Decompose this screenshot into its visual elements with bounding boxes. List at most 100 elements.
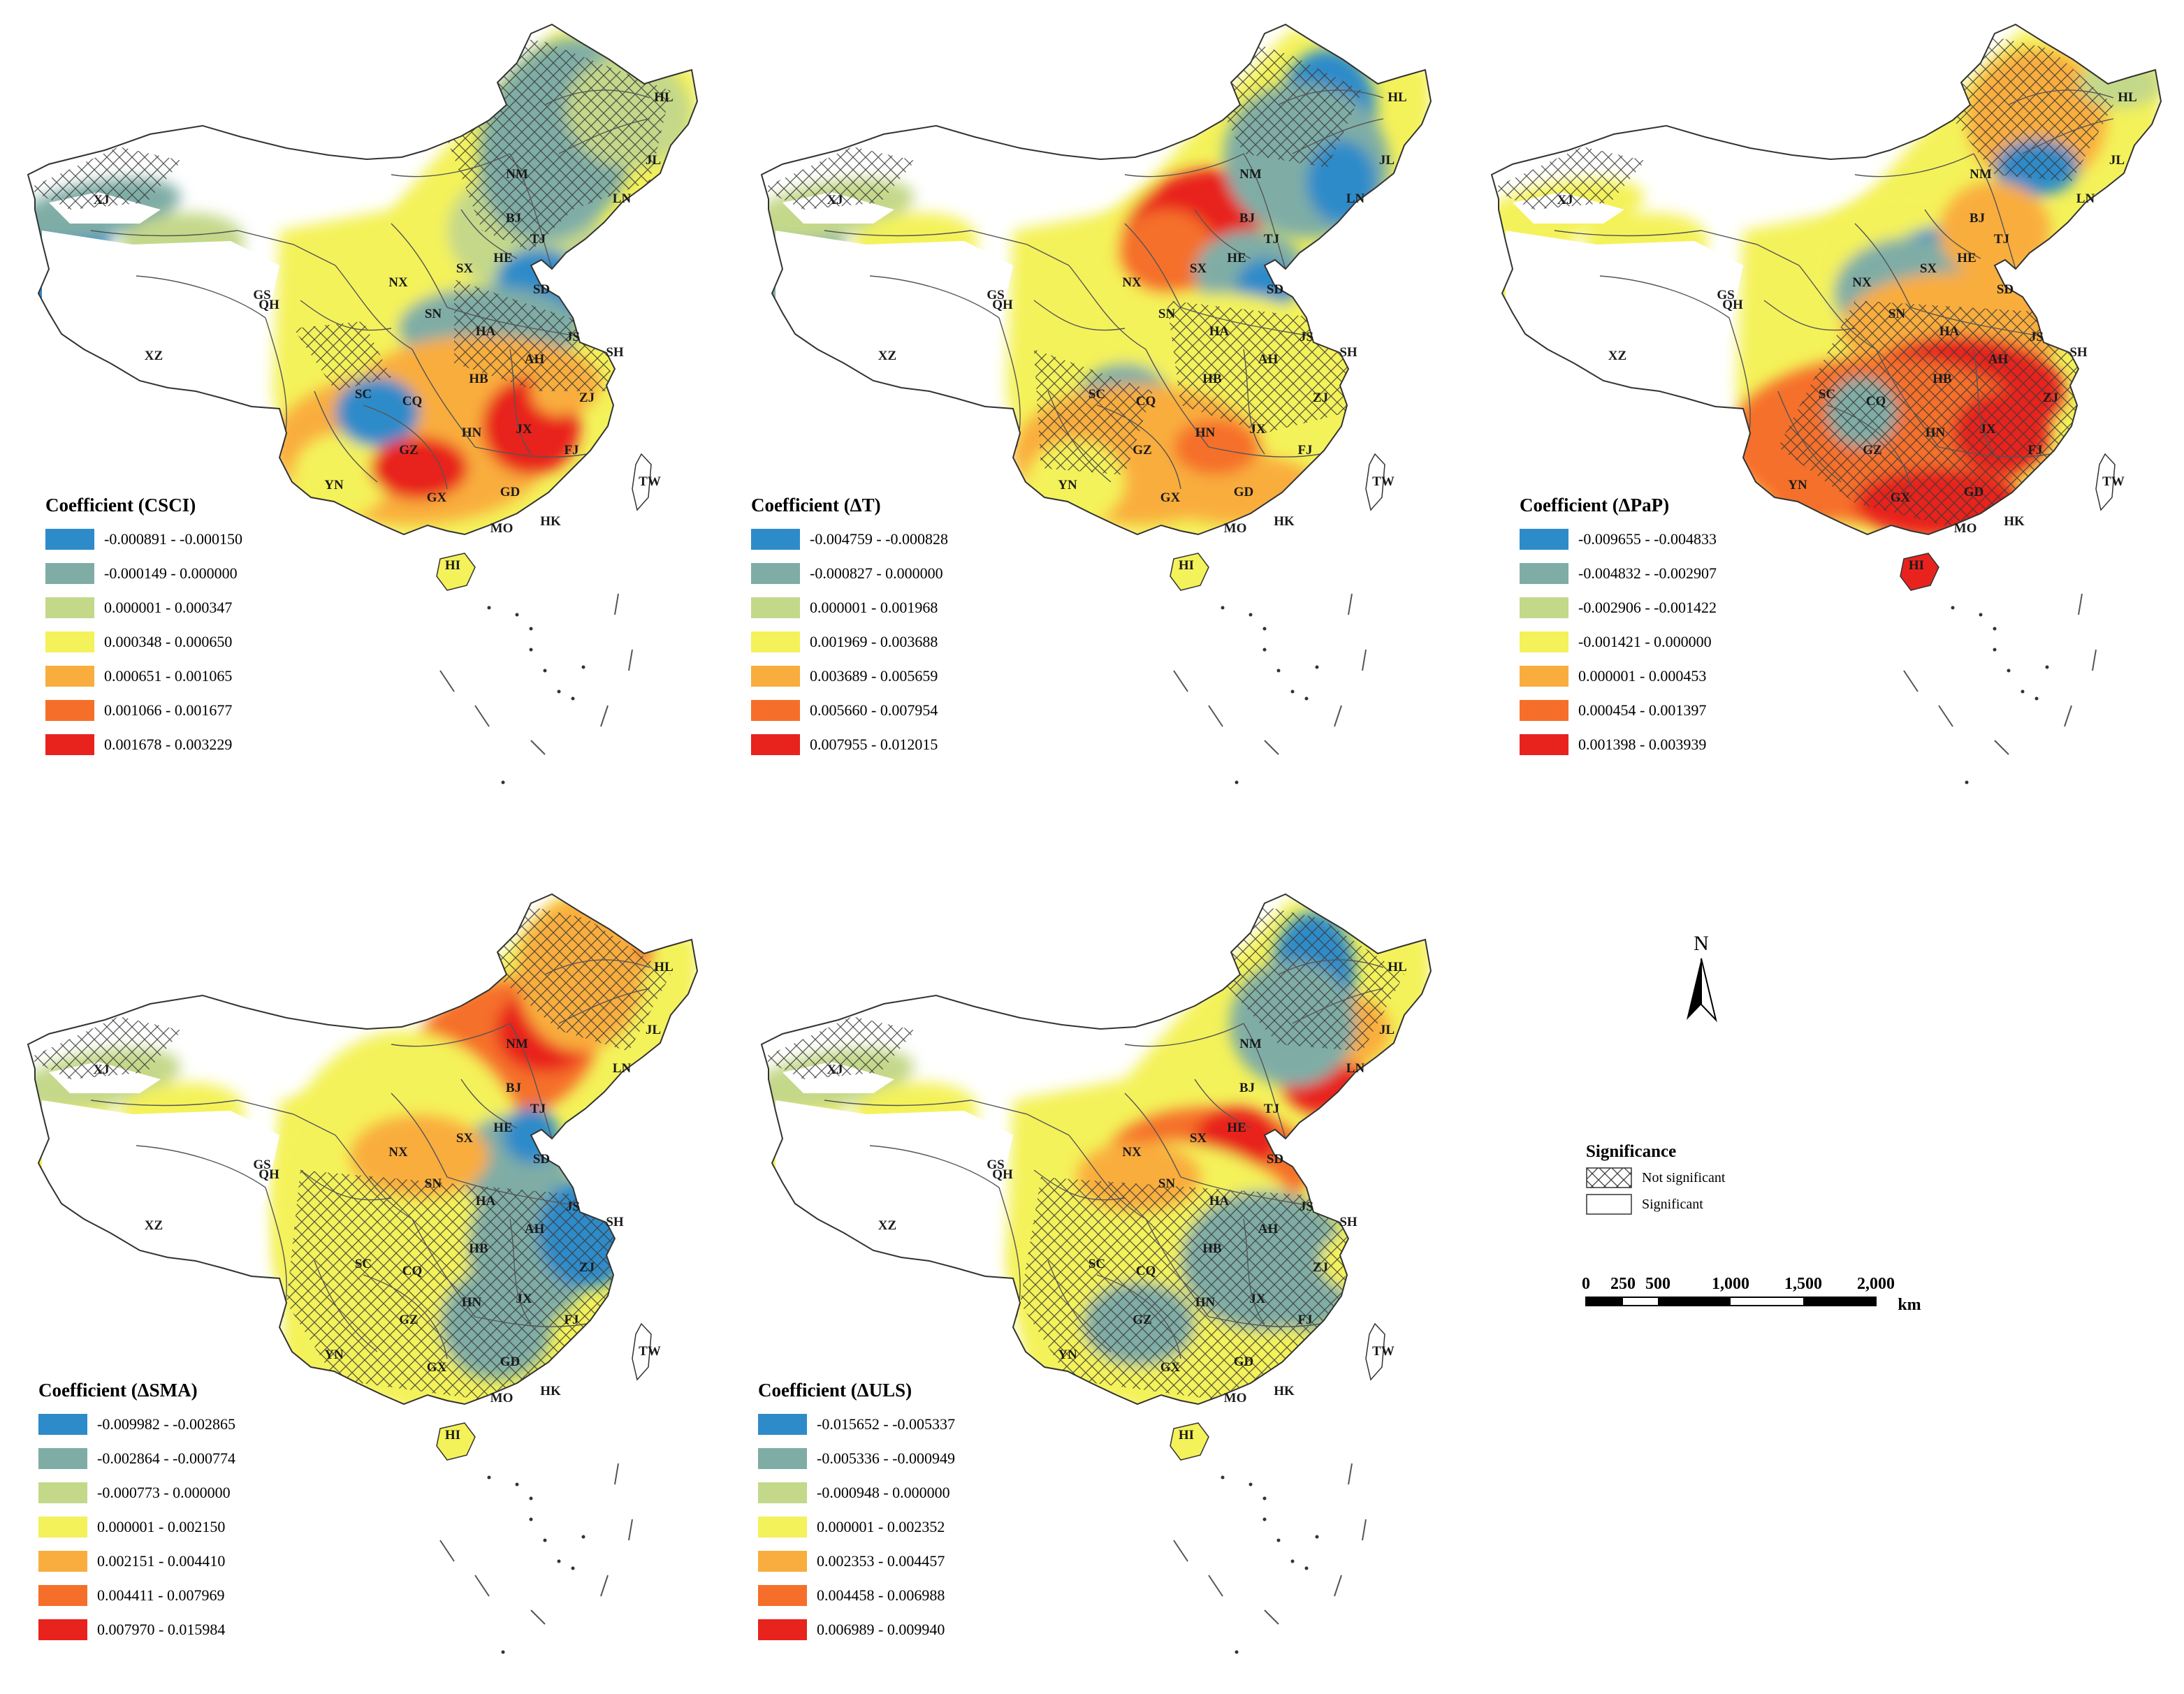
province-label-jl: JL	[1379, 153, 1395, 168]
province-label-ha: HA	[1209, 324, 1230, 339]
legend-swatch	[1520, 631, 1568, 652]
not-significant-area	[286, 1170, 615, 1401]
coefficient-surface	[28, 898, 697, 1404]
province-label-nx: NX	[388, 275, 408, 290]
taiwan-island	[632, 453, 652, 511]
legend-row: 0.002151 - 0.004410	[38, 1544, 235, 1578]
legend-swatch	[751, 733, 800, 755]
province-label-xj: XJ	[93, 1063, 109, 1077]
legend-swatch	[751, 528, 800, 550]
legend-row: 0.002353 - 0.004457	[758, 1544, 955, 1578]
taiwan-island	[632, 1322, 652, 1381]
province-label-js: JS	[1300, 1199, 1313, 1214]
not-significant-area	[454, 279, 615, 391]
province-label-gs: GS	[1717, 288, 1734, 302]
province-label-fj: FJ	[1297, 443, 1312, 458]
legend-row: -0.000948 - 0.000000	[758, 1475, 955, 1510]
legend-swatch	[45, 597, 94, 618]
not-significant-area	[447, 28, 671, 251]
legend-range: -0.009982 - -0.002865	[97, 1415, 235, 1433]
legend-row: -0.000149 - 0.000000	[45, 556, 242, 590]
significance-legend: Significance Not significant Significant	[1586, 1142, 1725, 1215]
legend-row: 0.004411 - 0.007969	[38, 1578, 235, 1612]
legend-swatch	[45, 631, 94, 652]
legend-dpap: Coefficient (ΔPaP) -0.009655 - -0.004833…	[1520, 495, 1717, 761]
province-label-tj: TJ	[530, 232, 546, 247]
scale-tick-0: 0	[1582, 1275, 1590, 1293]
legend-row: -0.009982 - -0.002865	[38, 1407, 235, 1441]
province-label-sd: SD	[533, 1152, 550, 1167]
scale-tick-1500: 1,500	[1784, 1275, 1822, 1293]
province-label-sc: SC	[1089, 1257, 1105, 1271]
legend-range: 0.001066 - 0.001677	[104, 701, 233, 719]
province-label-yn: YN	[324, 1348, 344, 1362]
legend-range: -0.000891 - -0.000150	[104, 530, 242, 548]
province-label-mo: MO	[1224, 1391, 1247, 1405]
legend-row: 0.005660 - 0.007954	[751, 693, 948, 727]
not-significant-area	[762, 1016, 915, 1079]
legend-rows: -0.000891 - -0.000150 -0.000149 - 0.00000…	[45, 522, 242, 761]
significant-label: Significant	[1642, 1196, 1703, 1212]
province-label-gx: GX	[1160, 490, 1181, 505]
south-china-sea-inset	[1173, 593, 1367, 784]
significance-row-not: Not significant	[1586, 1167, 1725, 1188]
legend-range: -0.004832 - -0.002907	[1578, 564, 1717, 582]
legend-row: 0.001398 - 0.003939	[1520, 727, 1717, 761]
province-label-he: HE	[493, 251, 512, 265]
province-label-qh: QH	[259, 1167, 279, 1182]
legend-swatch	[1520, 597, 1568, 618]
legend-range: -0.002864 - -0.000774	[97, 1449, 235, 1467]
legend-range: 0.007955 - 0.012015	[810, 735, 938, 753]
legend-range: 0.001678 - 0.003229	[104, 735, 233, 753]
province-label-xz: XZ	[145, 349, 163, 363]
province-label-nm: NM	[506, 1037, 528, 1051]
legend-range: 0.000001 - 0.000453	[1578, 666, 1707, 685]
legend-title: Coefficient (ΔSMA)	[38, 1380, 198, 1401]
coefficient-surface	[762, 28, 1431, 534]
province-label-sx: SX	[456, 1131, 474, 1146]
legend-row: -0.004832 - -0.002907	[1520, 556, 1717, 590]
province-label-gz: GZ	[399, 443, 418, 458]
province-label-mo: MO	[1954, 521, 1977, 536]
legend-duls: Coefficient (ΔULS) -0.015652 - -0.005337…	[758, 1380, 955, 1646]
province-label-sc: SC	[1819, 387, 1835, 402]
province-label-tw: TW	[639, 1344, 661, 1359]
province-label-sn: SN	[425, 307, 442, 321]
hainan-island	[1900, 553, 1939, 591]
legend-swatch	[758, 1482, 807, 1503]
province-label-hi: HI	[1179, 1428, 1194, 1443]
province-label-hl: HL	[654, 960, 673, 974]
province-label-sx: SX	[1920, 261, 1937, 276]
province-label-hb: HB	[1202, 372, 1222, 386]
legend-swatch	[1520, 733, 1568, 755]
legend-swatch	[38, 1516, 87, 1538]
scale-tick-2000: 2,000	[1857, 1275, 1895, 1293]
province-label-sx: SX	[1190, 1131, 1207, 1146]
legend-row: -0.000773 - 0.000000	[38, 1475, 235, 1510]
province-label-gd: GD	[1234, 485, 1254, 499]
hatch-swatch	[1586, 1167, 1632, 1188]
province-label-hl: HL	[2118, 90, 2136, 105]
legend-swatch	[38, 1550, 87, 1572]
map-panel-dpap: HL JL LN NM BJ TJ HE SX SD XJ GS NX QH SN HA JS SH XZ AH HB…	[1464, 0, 2184, 824]
legend-row: -0.002864 - -0.000774	[38, 1441, 235, 1475]
province-label-gd: GD	[500, 485, 520, 499]
province-label-qh: QH	[1722, 298, 1743, 312]
province-label-mo: MO	[1224, 521, 1247, 536]
legend-swatch	[751, 597, 800, 618]
province-label-fj: FJ	[564, 443, 578, 458]
south-china-sea-inset	[1903, 593, 2097, 784]
province-label-sd: SD	[1267, 282, 1283, 297]
legend-row: 0.000001 - 0.000347	[45, 590, 242, 625]
legend-swatch	[45, 528, 94, 550]
taiwan-island	[1365, 453, 1385, 511]
legend-range: 0.002151 - 0.004410	[97, 1551, 226, 1570]
legend-range: 0.007970 - 0.015984	[97, 1620, 226, 1638]
province-label-he: HE	[1227, 1120, 1246, 1135]
legend-range: 0.005660 - 0.007954	[810, 701, 938, 719]
province-label-tw: TW	[1372, 1344, 1395, 1359]
province-label-sx: SX	[456, 261, 474, 276]
significance-title: Significance	[1586, 1142, 1677, 1161]
legend-swatch	[45, 665, 94, 687]
hainan-island	[436, 1422, 476, 1461]
